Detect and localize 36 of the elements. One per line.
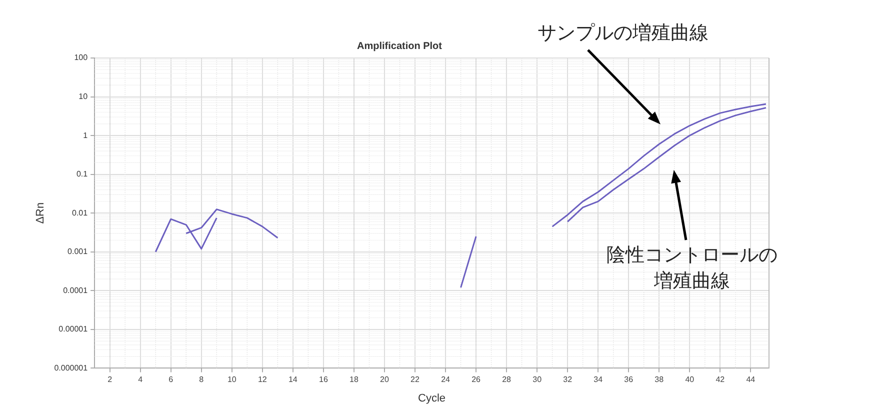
x-tick-label: 32	[563, 375, 573, 384]
x-tick-label: 14	[288, 375, 298, 384]
x-tick-label: 44	[746, 375, 756, 384]
y-tick-label: 100	[74, 53, 88, 62]
x-tick-label: 24	[441, 375, 451, 384]
y-tick-label: 0.00001	[58, 324, 88, 334]
y-tick-label: 0.1	[76, 170, 88, 179]
y-tick-label: 0.0001	[63, 286, 88, 295]
y-axis-title: ΔRn	[34, 202, 47, 224]
x-tick-label: 30	[532, 375, 542, 384]
y-tick-label: 10	[78, 92, 88, 101]
x-tick-label: 16	[318, 375, 328, 384]
x-tick-label: 38	[654, 375, 664, 384]
y-tick-label: 0.01	[72, 208, 88, 218]
x-tick-label: 10	[227, 375, 237, 384]
x-tick-label: 4	[138, 375, 144, 384]
x-tick-label: 12	[258, 375, 268, 384]
y-tick-label: 1	[83, 130, 88, 140]
y-tick-label: 0.001	[68, 247, 88, 256]
x-tick-label: 6	[168, 375, 174, 384]
x-axis-title: Cycle	[418, 392, 446, 404]
x-tick-label: 8	[199, 375, 204, 384]
x-tick-label: 2	[108, 375, 113, 384]
y-tick-label: 0.000001	[54, 363, 88, 372]
x-tick-label: 36	[624, 375, 634, 384]
x-tick-label: 40	[685, 375, 695, 384]
x-tick-label: 42	[716, 375, 726, 384]
chart-title: Amplification Plot	[357, 40, 443, 52]
annotation: 陰性コントロールの増殖曲線	[606, 243, 778, 294]
x-tick-label: 26	[472, 375, 482, 384]
x-tick-label: 22	[410, 375, 420, 384]
x-tick-label: 34	[594, 375, 604, 384]
x-tick-label: 28	[502, 375, 512, 384]
x-tick-label: 18	[350, 375, 359, 384]
text: サンプルの増殖曲線	[536, 21, 710, 46]
x-tick-label: 20	[380, 375, 390, 384]
